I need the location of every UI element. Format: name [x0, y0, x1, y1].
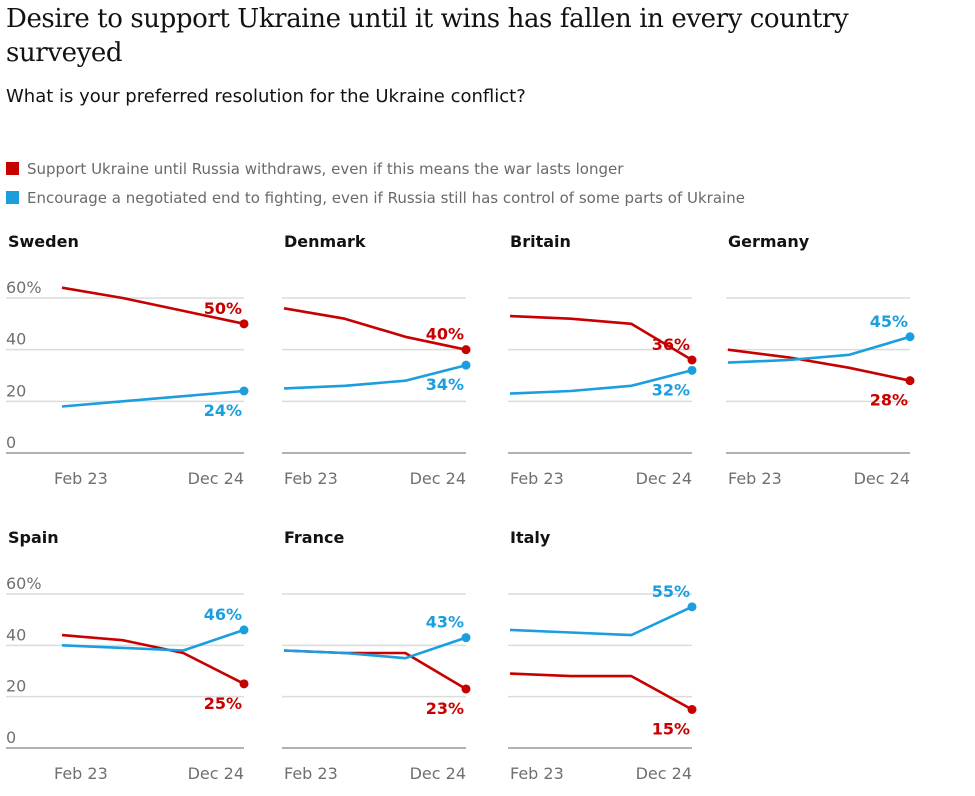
legend-swatch-negotiate: [6, 191, 19, 204]
data-label-negotiate-france: 43%: [426, 613, 464, 632]
end-point-support-spain: [239, 679, 249, 689]
x-tick-label: Feb 23: [54, 764, 108, 783]
y-tick-label: 20: [6, 677, 26, 696]
chart-title: Desire to support Ukraine until it wins …: [6, 4, 849, 68]
y-tick-label: 40: [6, 625, 26, 644]
x-tick-label: Dec 24: [636, 469, 692, 488]
country-title-spain: Spain: [8, 528, 59, 547]
legend-item-support: Support Ukraine until Russia withdraws, …: [6, 154, 745, 183]
data-label-negotiate-germany: 45%: [870, 312, 908, 331]
data-label-negotiate-italy: 55%: [652, 582, 690, 601]
data-label-support-britain: 36%: [652, 335, 690, 354]
end-point-support-britain: [687, 355, 697, 365]
x-tick-label: Feb 23: [510, 764, 564, 783]
x-tick-label: Dec 24: [854, 469, 910, 488]
country-title-sweden: Sweden: [8, 232, 79, 251]
x-tick-label: Feb 23: [284, 764, 338, 783]
end-point-support-germany: [905, 376, 915, 386]
series-line-negotiate-spain: [61, 628, 245, 652]
y-tick-label: 60%: [6, 574, 42, 593]
x-tick-label: Feb 23: [728, 469, 782, 488]
end-point-support-denmark: [461, 345, 471, 355]
country-title-france: France: [284, 528, 344, 547]
series-line-negotiate-britain: [509, 369, 693, 395]
data-label-negotiate-spain: 46%: [204, 605, 242, 624]
data-label-negotiate-denmark: 34%: [426, 375, 464, 394]
x-tick-label: Dec 24: [188, 764, 244, 783]
data-label-support-denmark: 40%: [426, 325, 464, 344]
end-point-support-france: [461, 684, 471, 694]
series-line-support-sweden: [61, 286, 245, 326]
series-line-support-spain: [61, 633, 245, 685]
data-label-support-germany: 28%: [870, 391, 908, 410]
y-tick-label: 40: [6, 330, 26, 349]
legend-label-negotiate: Encourage a negotiated end to fighting, …: [27, 188, 745, 207]
country-title-italy: Italy: [510, 528, 551, 547]
data-label-support-france: 23%: [426, 699, 464, 718]
legend: Support Ukraine until Russia withdraws, …: [6, 154, 745, 212]
series-line-negotiate-denmark: [283, 363, 467, 390]
y-tick-label: 60%: [6, 278, 42, 297]
series-line-negotiate-sweden: [61, 389, 245, 408]
end-point-negotiate-britain: [687, 365, 697, 375]
end-point-negotiate-germany: [905, 332, 915, 342]
x-tick-label: Feb 23: [510, 469, 564, 488]
x-tick-label: Feb 23: [284, 469, 338, 488]
x-tick-label: Dec 24: [410, 764, 466, 783]
series-line-support-germany: [727, 348, 911, 382]
end-point-support-sweden: [239, 319, 249, 329]
legend-item-negotiate: Encourage a negotiated end to fighting, …: [6, 183, 745, 212]
end-point-negotiate-sweden: [239, 386, 249, 396]
series-line-support-italy: [509, 672, 693, 711]
country-title-germany: Germany: [728, 232, 810, 251]
x-tick-label: Dec 24: [410, 469, 466, 488]
series-line-support-denmark: [283, 307, 467, 351]
data-label-support-italy: 15%: [652, 720, 690, 739]
y-tick-label: 0: [6, 728, 16, 747]
end-point-negotiate-denmark: [461, 360, 471, 370]
y-tick-label: 0: [6, 433, 16, 452]
chart-subtitle: What is your preferred resolution for th…: [6, 86, 526, 107]
x-tick-label: Dec 24: [188, 469, 244, 488]
data-label-negotiate-britain: 32%: [652, 380, 690, 399]
series-line-negotiate-italy: [509, 605, 693, 637]
series-line-negotiate-france: [283, 636, 467, 660]
end-point-negotiate-italy: [687, 602, 697, 612]
data-label-support-spain: 25%: [204, 694, 242, 713]
country-title-denmark: Denmark: [284, 232, 366, 251]
end-point-support-italy: [687, 705, 697, 714]
series-line-negotiate-germany: [727, 335, 911, 364]
x-tick-label: Feb 23: [54, 469, 108, 488]
legend-label-support: Support Ukraine until Russia withdraws, …: [27, 159, 624, 178]
end-point-negotiate-spain: [239, 625, 249, 635]
legend-swatch-support: [6, 162, 19, 175]
country-title-britain: Britain: [510, 232, 571, 251]
end-point-negotiate-france: [461, 633, 471, 643]
data-label-negotiate-sweden: 24%: [204, 401, 242, 420]
y-tick-label: 20: [6, 381, 26, 400]
x-tick-label: Dec 24: [636, 764, 692, 783]
data-label-support-sweden: 50%: [204, 299, 242, 318]
series-line-support-britain: [509, 314, 693, 362]
